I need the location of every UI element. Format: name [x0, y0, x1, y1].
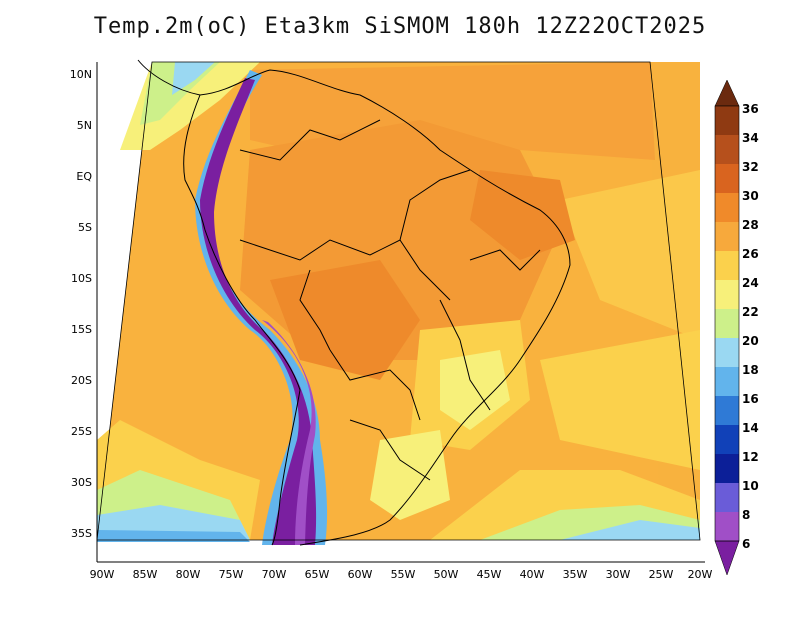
- map-title: Temp.2m(oC) Eta3km SiSMOM 180h 12Z22OCT2…: [93, 14, 707, 39]
- lon-label: 70W: [262, 568, 287, 581]
- lat-label: EQ: [76, 170, 92, 183]
- lon-label: 35W: [563, 568, 588, 581]
- colorbar-label: 12: [742, 450, 759, 464]
- colorbar-segment: [715, 309, 739, 338]
- colorbar-label: 26: [742, 247, 759, 261]
- colorbar-label: 8: [742, 508, 750, 522]
- lon-label: 75W: [219, 568, 244, 581]
- colorbar-label: 6: [742, 537, 750, 551]
- lon-label: 80W: [176, 568, 201, 581]
- colorbar-label: 28: [742, 218, 759, 232]
- colorbar-segment: [715, 164, 739, 193]
- x-axis: 90W 85W 80W 75W 70W 65W 60W 55W 50W 45W …: [90, 561, 713, 581]
- lon-label: 60W: [348, 568, 373, 581]
- colorbar-segment: [715, 280, 739, 309]
- colorbar-label: 18: [742, 363, 759, 377]
- colorbar-segment: [715, 396, 739, 425]
- lon-label: 50W: [434, 568, 459, 581]
- colorbar-label: 24: [742, 276, 759, 290]
- colorbar-segment: [715, 222, 739, 251]
- colorbar-label: 16: [742, 392, 759, 406]
- lat-label: 20S: [71, 374, 92, 387]
- lon-label: 65W: [305, 568, 330, 581]
- y-axis: 10N 5N EQ 5S 10S 15S 20S 25S 30S 35S: [70, 62, 98, 562]
- colorbar-segment: [715, 251, 739, 280]
- lat-label: 30S: [71, 476, 92, 489]
- lon-label: 55W: [391, 568, 416, 581]
- colorbar-label: 36: [742, 102, 759, 116]
- colorbar-label: 32: [742, 160, 759, 174]
- colorbar-segment: [715, 425, 739, 454]
- colorbar-label: 30: [742, 189, 759, 203]
- colorbar-segment: [715, 367, 739, 396]
- lon-label: 45W: [477, 568, 502, 581]
- lon-label: 90W: [90, 568, 115, 581]
- lat-label: 5N: [77, 119, 92, 132]
- colorbar-label: 20: [742, 334, 759, 348]
- colorbar-segment: [715, 106, 739, 135]
- domain-outline: [96, 61, 701, 541]
- colorbar-segment: [715, 454, 739, 483]
- lat-label: 10S: [71, 272, 92, 285]
- lon-label: 85W: [133, 568, 158, 581]
- lat-label: 10N: [70, 68, 92, 81]
- lon-label: 30W: [606, 568, 631, 581]
- colorbar-segment: [715, 338, 739, 367]
- colorbar-segment: [715, 135, 739, 164]
- lon-label: 25W: [649, 568, 674, 581]
- lon-label: 20W: [688, 568, 713, 581]
- lat-label: 35S: [71, 527, 92, 540]
- colorbar-label: 10: [742, 479, 759, 493]
- colorbar-label: 34: [742, 131, 759, 145]
- lat-label: 15S: [71, 323, 92, 336]
- lon-label: 40W: [520, 568, 545, 581]
- colorbar: 36 34 32 30 28 26 24 22 20 18 16 14 12 1…: [714, 79, 759, 576]
- lat-label: 5S: [78, 221, 92, 234]
- colorbar-label: 14: [742, 421, 759, 435]
- colorbar-segment: [715, 512, 739, 541]
- country-borders: [137, 59, 571, 546]
- colorbar-top-arrow: [714, 79, 740, 107]
- lat-label: 25S: [71, 425, 92, 438]
- colorbar-bottom-arrow: [714, 540, 740, 576]
- colorbar-label: 22: [742, 305, 759, 319]
- colorbar-segment: [715, 483, 739, 512]
- colorbar-segment: [715, 193, 739, 222]
